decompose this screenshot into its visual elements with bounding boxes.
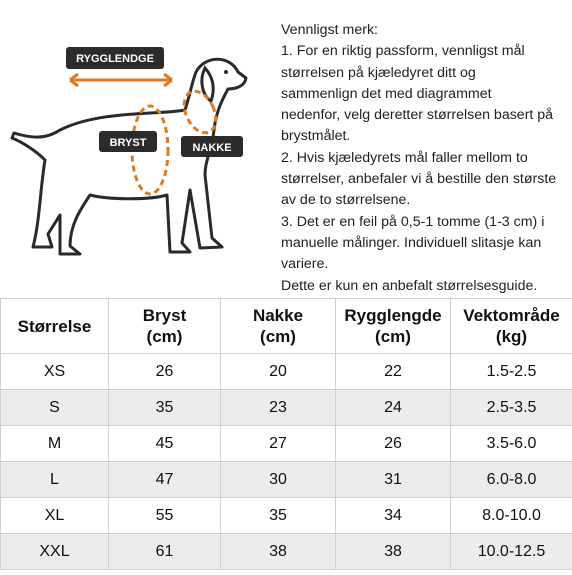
table-cell: 55 — [108, 497, 221, 534]
header-cell: Vektområde (kg) — [450, 298, 572, 354]
table-cell: 3.5-6.0 — [450, 425, 572, 462]
dog-outline — [10, 57, 248, 256]
header-text: Størrelse — [17, 316, 92, 336]
note-line: brystmålet. — [281, 128, 351, 145]
table-cell: 22 — [335, 353, 451, 390]
dog-diagram: RYGGLENDGE BRYST NAKKE — [10, 47, 248, 256]
table-cell: 45 — [108, 425, 221, 462]
table-cell: 38 — [220, 533, 336, 570]
table-row: M 45 27 26 3.5-6.0 — [0, 425, 572, 462]
table-cell: 47 — [108, 461, 221, 498]
header-text: Vektområde — [463, 306, 560, 325]
table-cell: XS — [0, 353, 109, 390]
table-cell: XXL — [0, 533, 109, 570]
header-text: (cm) — [375, 327, 411, 346]
note-line: Vennligst merk: — [281, 22, 378, 38]
header-row: Størrelse Bryst (cm) Nakke (cm) Rygglengde (cm… — [0, 298, 572, 354]
label-box — [99, 131, 157, 152]
note-line: 1. For en riktig passform, vennligst mål — [281, 43, 525, 60]
table-cell: 23 — [220, 389, 336, 426]
dog-ear — [200, 65, 215, 104]
note-line: Dette er kun en anbefalt størrelsesguide… — [281, 277, 538, 294]
table-cell: 26 — [108, 353, 221, 390]
header-text: (cm) — [146, 327, 183, 346]
table-cell: 8.0-10.0 — [450, 497, 572, 534]
table-cell: 31 — [335, 461, 451, 498]
header-text: Rygglengde — [344, 306, 442, 325]
table-cell: 30 — [220, 461, 336, 498]
table-cell: XL — [0, 497, 109, 534]
header-cell: Størrelse — [0, 298, 109, 354]
table-cell: 35 — [108, 389, 221, 426]
note-line: størrelser, anbefaler vi å bestille den … — [281, 171, 557, 188]
table-cell: M — [0, 425, 109, 462]
back-length-label: RYGGLENDGE — [76, 53, 154, 65]
table-cell: 34 — [335, 497, 451, 534]
table-cell: 35 — [220, 497, 336, 534]
table-cell: 6.0-8.0 — [450, 461, 572, 498]
size-table: Størrelse Bryst (cm) Nakke (cm) Rygglengde (cm… — [0, 298, 572, 570]
arrow-head — [69, 72, 173, 88]
table-row: XS 26 20 22 1.5-2.5 — [0, 353, 572, 390]
chest-label: BRYST — [110, 137, 147, 149]
note-line: manuelle målinger. Individuell slitasje … — [281, 234, 542, 251]
header-cell: Rygglengde (cm) — [335, 298, 451, 354]
neck-measure — [182, 89, 218, 135]
note-line: sammenlign det med diagrammet — [281, 85, 492, 102]
header-text: Bryst — [142, 306, 187, 325]
note-line: 3. Det er en feil på 0,5-1 tomme (1-3 cm… — [281, 213, 545, 230]
table-row: XXL 61 38 38 10.0-12.5 — [0, 533, 572, 570]
table-cell: 26 — [335, 425, 451, 462]
table-row: XL 55 35 34 8.0-10.0 — [0, 497, 572, 534]
note-line: størrelsen på kjæledyret ditt og — [281, 64, 476, 81]
table-cell: L — [0, 461, 109, 498]
dog-eye — [224, 70, 228, 74]
table-cell: 24 — [335, 389, 451, 426]
header-cell: Nakke (cm) — [220, 298, 336, 354]
label-box — [181, 136, 243, 157]
table-cell: S — [0, 389, 109, 426]
table-row: L 47 30 31 6.0-8.0 — [0, 461, 572, 498]
header-text: (cm) — [260, 327, 296, 346]
table-cell: 2.5-3.5 — [450, 389, 572, 426]
note-line: variere. — [281, 256, 329, 273]
header-text: Nakke — [252, 306, 304, 325]
label-box — [66, 47, 164, 69]
note-line: av de to størrelsene. — [281, 192, 411, 209]
table-cell: 20 — [220, 353, 336, 390]
table-cell: 61 — [108, 533, 221, 570]
table-row: S 35 23 24 2.5-3.5 — [0, 389, 572, 426]
table-cell: 1.5-2.5 — [450, 353, 572, 390]
table-cell: 27 — [220, 425, 336, 462]
neck-label: NAKKE — [192, 142, 231, 154]
note-line: nedenfor, velg deretter størrelsen baser… — [281, 107, 554, 124]
note-line: 2. Hvis kjæledyrets mål faller mellom to — [281, 149, 528, 166]
header-cell: Bryst (cm) — [108, 298, 221, 354]
table-cell: 38 — [335, 533, 451, 570]
table-cell: 10.0-12.5 — [450, 533, 572, 570]
header-text: (kg) — [495, 327, 528, 346]
notes: Vennligst merk: 1. For en riktig passform… — [281, 20, 571, 297]
